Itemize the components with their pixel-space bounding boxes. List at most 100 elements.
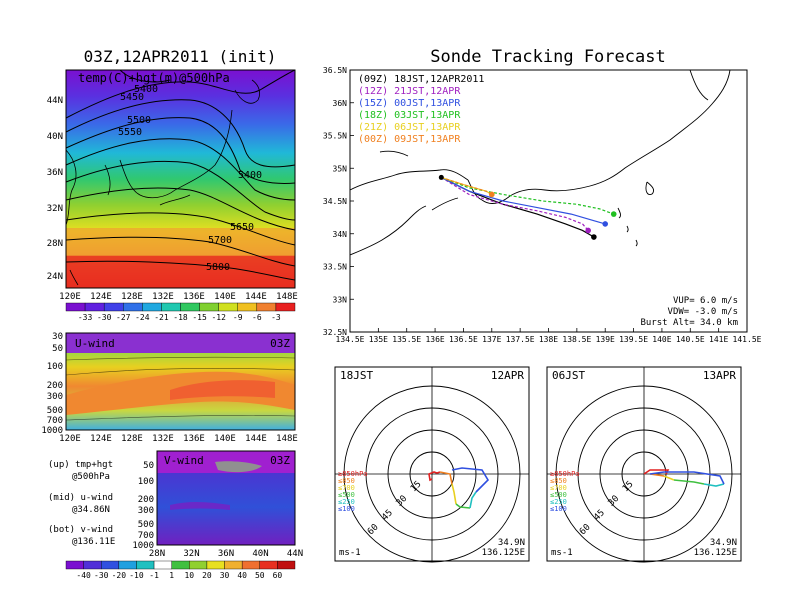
uwind-x-tick: 132E [152,434,174,444]
vwind-x-ticks: 28N 32N 36N 40N 44N [149,549,303,559]
hodo-level-label: ≤500 [550,491,567,499]
launch-point [438,174,444,180]
uwind-x-tick: 120E [59,434,81,444]
track-legend-item: (21Z) 06JST,13APR [358,122,461,133]
colorbar-swatch [103,302,124,312]
track-lon-tick: 138.5E [562,335,591,344]
hodo-unit: ms-1 [551,548,573,558]
track-lon-tick: 135.5E [392,335,421,344]
track-line [441,176,614,215]
colorbar-label: -30 [94,571,109,580]
map500-frame [65,69,296,289]
colorbar-label: -27 [116,313,131,322]
colorbar-swatch [218,302,238,312]
colorbar-swatch [224,560,243,570]
hodo-lon: 136.125E [694,548,737,558]
uwind-x-tick: 124E [90,434,112,444]
hodo-trace [469,491,477,509]
hodo-trace [663,475,675,481]
track-lat-tick: 35.5N [323,132,347,141]
track-lon-tick: 139E [596,335,615,344]
colorbar-swatch [84,302,105,312]
colorbar-swatch [65,302,86,312]
vwind-x-tick: 40N [252,549,268,559]
track-lat-tick: 36.5N [323,66,347,75]
track-lat-ticks: 36.5N 36N 35.5N 35N 34.5N 34N 33.5N 33N 32.5N [323,66,354,337]
lat-tick-label: 24N [47,272,63,282]
contour-label: 5400 [238,170,262,181]
track-lon-tick: 141E [709,335,728,344]
track-lat-tick: 34N [333,230,348,239]
uwind-x-tick: 144E [245,434,267,444]
hodo-level-label: ≤100 [338,505,355,513]
param-vdw: VDW= -3.0 m/s [668,307,738,317]
track-line [441,176,606,225]
track-lat-tick: 34.5N [323,197,347,206]
colorbar-label: 60 [273,571,283,580]
vwind-label: V-wind [164,454,204,467]
map500-warm-band [66,255,295,288]
colorbar-label: 20 [202,571,212,580]
vwind-y-tick: 100 [138,477,154,487]
note-up: (up) tmp+hgt [48,460,113,470]
vwind-patch [170,501,230,510]
colorbar-swatch [241,560,260,570]
map500-label: temp(C)+hgt(m)@500hPa [78,71,230,85]
hodo-date: 13APR [703,369,736,382]
hodo-level-label: ≥850hPa [550,470,580,478]
map500-contours [65,69,296,281]
contour-label: 5500 [127,115,151,126]
colorbar-swatch [101,560,120,570]
uwind-contours [65,356,296,421]
track-endpoint [591,234,597,240]
map500-colorbar: -33 -30 -27 -24 -21 -18 -15 -12 -9 -6 -3 [65,302,296,322]
track-legend: (09Z) 18JST,12APR2011(12Z) 21JST,12APR(1… [358,74,484,145]
contour-label: 5650 [230,222,254,233]
colorbar-label: -20 [112,571,127,580]
track-endpoint [602,221,609,227]
colorbar-label: -33 [78,313,93,322]
colorbar-label: 30 [220,571,230,580]
colorbar-label: 10 [184,571,194,580]
colorbar-swatch [161,302,181,312]
colorbar-label: -12 [211,313,226,322]
lat-tick-label: 40N [47,132,63,142]
uwind-label: U-wind [75,337,115,350]
left-title: 03Z,12APR2011 (init) [84,47,277,66]
lon-tick-label: 120E [59,292,81,302]
track-line [441,176,493,195]
contour-label: 5800 [206,262,230,273]
lat-tick-label: 44N [47,96,63,106]
contour-label: 5550 [118,127,142,138]
uwind-y-tick: 200 [47,381,63,391]
uwind-y-tick: 300 [47,392,63,402]
uwind-y-tick: 1000 [41,426,63,436]
hodo-unit: ms-1 [339,548,361,558]
lat-tick-label: 36N [47,168,63,178]
vwind-x-tick: 32N [183,549,199,559]
lat-tick-label: 32N [47,204,63,214]
colorbar-label: -24 [135,313,150,322]
track-lon-tick: 139.5E [619,335,648,344]
track-lon-tick: 136.5E [449,335,478,344]
contour-label: 5450 [120,92,144,103]
uwind-x-tick: 136E [183,434,205,444]
hodo-level-label: ≤250 [550,498,567,506]
uwind-y-tick: 100 [47,362,63,372]
colorbar-label: -21 [154,313,169,322]
colorbar-swatch [199,302,219,312]
hodo-trace [703,483,725,487]
param-burst: Burst Alt= 34.0 km [640,318,738,328]
track-lon-tick: 141.5E [733,335,762,344]
track-lon-tick: 140.5E [676,335,705,344]
note-bot-sub: @136.11E [72,537,115,547]
hodo-level-label: ≤500 [338,491,355,499]
hodo-trace [428,471,441,482]
colorbar-label: 1 [169,571,174,580]
hodo-lon: 136.125E [482,548,525,558]
colorbar-label: -18 [173,313,188,322]
colorbar-label: -30 [97,313,112,322]
